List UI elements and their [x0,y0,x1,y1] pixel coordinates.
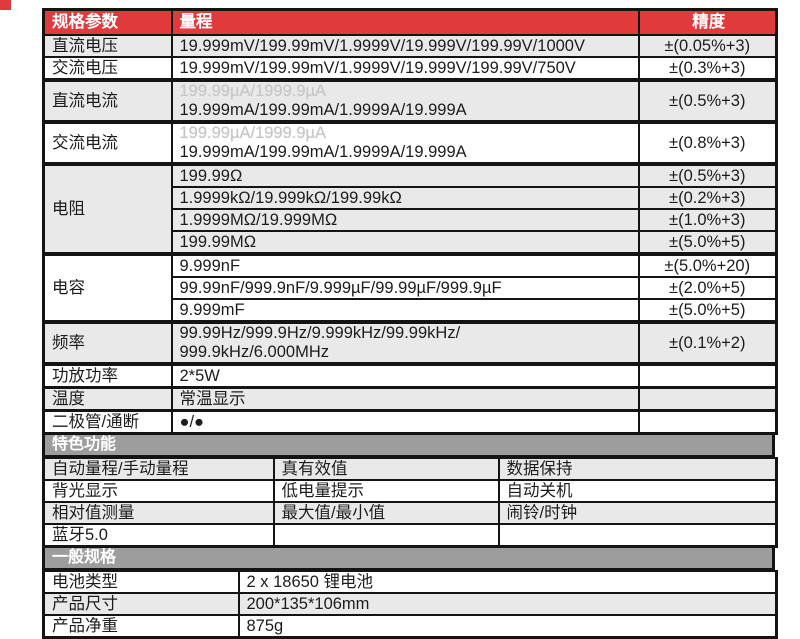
range-value: 1.9999kΩ/19.999kΩ/199.99kΩ [170,186,640,210]
section-title: 特色功能 [52,436,117,453]
general-label: 产品净重 [42,614,240,639]
range-value: 199.99Ω [170,162,640,188]
range-value: 199.99µA/1999.9µA 19.999mA/199.99mA/1.99… [170,78,640,123]
spec-row-capacitance: 99.99nF/999.9nF/9.999µF/99.99µF/999.9µF … [44,276,778,300]
range-value: 9.999nF [170,252,640,278]
range-value: ●/● [170,409,640,435]
feature-item: 闹铃/时钟 [497,501,778,525]
range-line: 99.99Hz/999.9Hz/9.999kHz/99.99kHz/ [179,324,461,342]
spec-header-row: 规格参数 量程 精度 [42,8,778,36]
range-value: 99.99Hz/999.9Hz/9.999kHz/99.99kHz/ 999.9… [170,320,640,365]
accuracy-value [637,409,778,435]
param-label: 电阻 [42,162,173,255]
spec-row-dc-voltage: 直流电压 19.999mV/199.99mV/1.9999V/19.999V/1… [42,34,778,58]
corner-red-mark [0,0,11,10]
features-section-bar: 特色功能 [42,435,775,457]
accuracy-value: ±(1.0%+3) [637,208,778,232]
range-line: 999.9kHz/6.000MHz [179,343,330,361]
feature-item: 相对值测量 [42,501,275,525]
accuracy-value: ±(5.0%+20) [637,252,778,278]
range-line-faint: 199.99µA/1999.9µA [179,82,327,100]
feature-item: 真有效值 [272,457,500,481]
spec-row-diode-continuity: 二极管/通断 ●/● [42,409,778,435]
accuracy-value: ±(5.0%+5) [637,230,778,255]
header-accuracy: 精度 [637,8,778,36]
accuracy-value: ±(0.3%+3) [637,56,778,81]
feature-item: 数据保持 [497,457,778,481]
param-label: 二极管/通断 [42,409,173,435]
feature-item [497,523,778,548]
accuracy-value: ±(5.0%+5) [637,298,778,323]
range-value: 99.99nF/999.9nF/9.999µF/99.99µF/999.9µF [170,276,640,300]
accuracy-value: ±(0.05%+3) [637,34,778,58]
accuracy-value: ±(0.5%+3) [637,78,778,123]
general-section-bar: 一般规格 [42,548,775,570]
feature-item: 自动关机 [497,479,778,503]
spec-row-amp-power: 功放功率 2*5W [42,362,778,389]
spec-row-resistance: 1.9999MΩ/19.999MΩ ±(1.0%+3) [44,208,778,232]
range-value: 2*5W [170,362,640,389]
general-row-battery: 电池类型 2 x 18650 锂电池 [42,570,778,594]
range-line: 19.999mA/199.99mA/1.9999A/19.999A [179,143,467,161]
param-label: 温度 [42,386,173,412]
param-label: 频率 [42,320,173,365]
accuracy-value: ±(0.1%+2) [637,320,778,365]
spec-table: 规格参数 量程 精度 直流电压 19.999mV/199.99mV/1.9999… [42,8,778,435]
feature-item: 蓝牙5.0 [42,523,275,548]
general-value: 2 x 18650 锂电池 [237,570,778,594]
section-title: 一般规格 [52,549,117,566]
general-label: 电池类型 [42,570,240,594]
feature-item [272,523,500,548]
spec-row-dc-current: 直流电流 199.99µA/1999.9µA 19.999mA/199.99mA… [42,78,778,123]
range-value: 1.9999MΩ/19.999MΩ [170,208,640,232]
param-label: 交流电流 [42,120,173,165]
feature-item: 最大值/最小值 [272,501,500,525]
range-line-faint: 199.99µA/1999.9µA [179,124,327,142]
general-value: 200*135*106mm [237,592,778,616]
spec-row-resistance: 1.9999kΩ/19.999kΩ/199.99kΩ ±(0.2%+3) [44,186,778,210]
feature-item: 自动量程/手动量程 [42,457,275,481]
range-value: 19.999mV/199.99mV/1.9999V/19.999V/199.99… [170,34,640,58]
feature-item: 背光显示 [42,479,275,503]
feature-row: 相对值测量 最大值/最小值 闹铃/时钟 [42,501,778,525]
general-table: 电池类型 2 x 18650 锂电池 产品尺寸 200*135*106mm 产品… [42,570,778,639]
range-value: 199.99MΩ [170,230,640,255]
general-row-size: 产品尺寸 200*135*106mm [42,592,778,616]
range-line: 19.999mA/199.99mA/1.9999A/19.999A [179,101,467,119]
spec-row-resistance: 电阻 199.99Ω ±(0.5%+3) [42,162,778,255]
spec-row-capacitance: 电容 9.999nF ±(5.0%+20) [42,252,778,323]
header-param: 规格参数 [42,8,173,36]
param-label: 电容 [42,252,173,323]
accuracy-value: ±(0.2%+3) [637,186,778,210]
general-value: 875g [237,614,778,639]
feature-row: 自动量程/手动量程 真有效值 数据保持 [42,457,778,481]
features-table: 自动量程/手动量程 真有效值 数据保持 背光显示 低电量提示 自动关机 相对值测… [42,457,778,548]
spec-row-temperature: 温度 常温显示 [42,386,778,412]
spec-row-ac-current: 交流电流 199.99µA/1999.9µA 19.999mA/199.99mA… [42,120,778,165]
param-label: 直流电流 [42,78,173,123]
range-value: 199.99µA/1999.9µA 19.999mA/199.99mA/1.99… [170,120,640,165]
range-value: 9.999mF [170,298,640,323]
param-label: 直流电压 [42,34,173,58]
header-range: 量程 [170,8,640,36]
feature-row: 蓝牙5.0 [42,523,778,548]
param-label: 功放功率 [42,362,173,389]
spec-sheet: 规格参数 量程 精度 直流电压 19.999mV/199.99mV/1.9999… [42,8,778,639]
accuracy-value [637,386,778,412]
spec-row-capacitance: 9.999mF ±(5.0%+5) [44,298,778,323]
accuracy-value [637,362,778,389]
feature-row: 背光显示 低电量提示 自动关机 [42,479,778,503]
range-value: 常温显示 [170,386,640,412]
accuracy-value: ±(2.0%+5) [637,276,778,300]
spec-row-resistance: 199.99MΩ ±(5.0%+5) [44,230,778,255]
accuracy-value: ±(0.5%+3) [637,162,778,188]
param-label: 交流电压 [42,56,173,81]
spec-row-frequency: 频率 99.99Hz/999.9Hz/9.999kHz/99.99kHz/ 99… [42,320,778,365]
range-value: 19.999mV/199.99mV/1.9999V/19.999V/199.99… [170,56,640,81]
general-label: 产品尺寸 [42,592,240,616]
feature-item: 低电量提示 [272,479,500,503]
accuracy-value: ±(0.8%+3) [637,120,778,165]
spec-row-ac-voltage: 交流电压 19.999mV/199.99mV/1.9999V/19.999V/1… [42,56,778,81]
general-row-weight: 产品净重 875g [42,614,778,639]
